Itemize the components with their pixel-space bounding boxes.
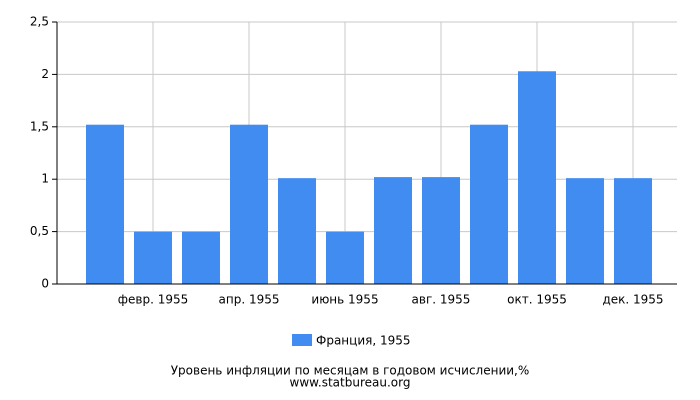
bar (326, 231, 364, 284)
bar (230, 124, 268, 284)
bar (374, 177, 412, 284)
bar (182, 231, 220, 284)
x-tick-label: окт. 1955 (507, 293, 567, 307)
y-tick-label: 1 (41, 172, 49, 186)
source: www.statbureau.org (290, 376, 411, 390)
x-tick-label: дек. 1955 (602, 293, 663, 307)
bar (134, 231, 172, 284)
y-tick-label: 2 (41, 67, 49, 81)
x-tick-label: апр. 1955 (219, 293, 280, 307)
legend-swatch (292, 334, 312, 346)
x-tick-label: июнь 1955 (311, 293, 378, 307)
bar (470, 124, 508, 284)
bar (518, 71, 556, 284)
y-tick-label: 0,5 (30, 224, 49, 238)
x-tick-label: февр. 1955 (118, 293, 189, 307)
bar (278, 178, 316, 284)
x-tick-label: авг. 1955 (412, 293, 471, 307)
bar (422, 177, 460, 284)
caption: Уровень инфляции по месяцам в годовом ис… (171, 364, 530, 378)
bar (86, 124, 124, 284)
y-tick-label: 2,5 (30, 15, 49, 29)
legend-label: Франция, 1955 (316, 334, 411, 348)
bar (614, 178, 652, 284)
bar (566, 178, 604, 284)
y-tick-label: 1,5 (30, 119, 49, 133)
y-tick-label: 0 (41, 277, 49, 291)
